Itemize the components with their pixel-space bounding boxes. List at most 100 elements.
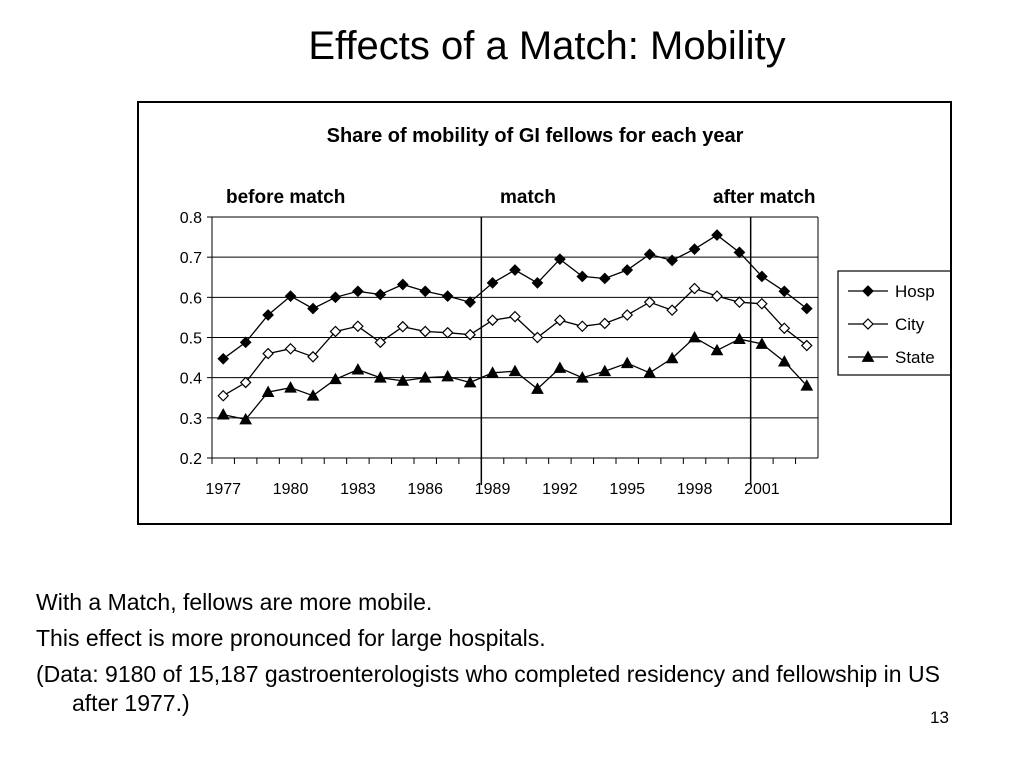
- data-point-state: [575, 371, 589, 383]
- data-point-state: [261, 385, 275, 398]
- data-point-hosp: [464, 296, 476, 309]
- x-tick-label: 1995: [609, 481, 645, 498]
- data-point-city: [666, 304, 678, 317]
- data-point-state: [531, 382, 544, 394]
- data-point-city: [441, 326, 454, 339]
- line-chart: Share of mobility of GI fellows for each…: [180, 125, 950, 498]
- bullet-list: With a Match, fellows are more mobile. T…: [36, 588, 976, 725]
- data-point-city: [621, 309, 634, 321]
- data-point-city: [531, 331, 544, 344]
- data-point-hosp: [441, 290, 454, 302]
- data-point-state: [710, 343, 724, 356]
- data-point-city: [307, 350, 319, 363]
- data-point-hosp: [576, 270, 589, 283]
- data-point-hosp: [643, 248, 656, 261]
- data-point-hosp: [800, 302, 813, 315]
- legend-marker-city: [862, 318, 874, 330]
- data-point-state: [284, 381, 297, 393]
- data-point-hosp: [554, 253, 566, 266]
- x-tick-label: 1989: [475, 481, 511, 498]
- data-point-state: [665, 351, 679, 364]
- data-point-city: [643, 296, 656, 309]
- data-point-city: [239, 376, 252, 389]
- data-point-state: [733, 332, 746, 345]
- data-point-hosp: [688, 243, 701, 255]
- data-point-state: [329, 372, 342, 385]
- data-point-state: [418, 371, 432, 383]
- data-point-state: [553, 361, 567, 373]
- data-point-state: [620, 356, 634, 369]
- data-point-city: [756, 297, 768, 310]
- data-point-state: [643, 366, 657, 378]
- bullet-2: This effect is more pronounced for large…: [36, 625, 546, 651]
- legend-label-city: City: [895, 315, 925, 334]
- data-point-city: [374, 336, 387, 349]
- data-point-state: [800, 379, 814, 391]
- legend-label-state: State: [895, 348, 935, 367]
- x-tick-label: 1977: [205, 481, 241, 498]
- y-tick-label: 0.6: [180, 290, 202, 307]
- data-point-hosp: [307, 302, 319, 315]
- data-point-state: [441, 369, 455, 382]
- data-point-city: [711, 290, 723, 302]
- data-point-city: [352, 320, 364, 333]
- data-point-city: [464, 328, 476, 341]
- data-point-city: [262, 347, 274, 360]
- y-tick-label: 0.3: [180, 411, 202, 428]
- data-point-state: [755, 337, 769, 349]
- y-tick-label: 0.8: [180, 210, 202, 227]
- data-point-city: [800, 339, 813, 352]
- data-point-state: [239, 412, 253, 425]
- data-point-city: [329, 325, 342, 338]
- data-point-hosp: [239, 336, 252, 349]
- bullet-1: With a Match, fellows are more mobile.: [36, 589, 433, 615]
- data-point-hosp: [396, 278, 409, 291]
- data-point-hosp: [486, 277, 499, 289]
- data-point-state: [463, 375, 477, 388]
- data-point-state: [777, 355, 791, 367]
- data-point-hosp: [374, 288, 387, 301]
- data-point-city: [688, 282, 701, 295]
- data-point-hosp: [284, 290, 297, 302]
- data-point-hosp: [621, 264, 634, 276]
- data-point-city: [217, 389, 230, 402]
- data-point-hosp: [756, 270, 768, 283]
- y-tick-label: 0.5: [180, 331, 202, 348]
- series-line-city: [222, 287, 808, 397]
- x-tick-label: 2001: [744, 481, 780, 498]
- data-point-state: [216, 408, 230, 420]
- bullet-3: (Data: 9180 of 15,187 gastroenterologist…: [36, 661, 940, 716]
- data-point-state: [396, 374, 410, 386]
- data-point-state: [306, 389, 320, 401]
- data-point-hosp: [262, 309, 274, 321]
- data-point-hosp: [509, 264, 521, 276]
- data-point-city: [396, 320, 409, 333]
- chart-frame: Share of mobility of GI fellows for each…: [137, 101, 952, 525]
- data-point-city: [598, 317, 611, 330]
- data-point-city: [509, 310, 521, 323]
- data-point-city: [576, 320, 589, 333]
- x-tick-label: 1992: [542, 481, 578, 498]
- x-tick-label: 1998: [677, 481, 713, 498]
- data-point-city: [486, 314, 499, 327]
- data-point-hosp: [352, 285, 364, 298]
- y-tick-label: 0.2: [180, 451, 202, 468]
- legend-label-hosp: Hosp: [895, 282, 935, 301]
- y-tick-label: 0.4: [180, 371, 202, 388]
- legend: [837, 270, 950, 376]
- data-point-state: [508, 364, 522, 377]
- x-tick-label: 1986: [407, 481, 443, 498]
- phase-label: before match: [226, 187, 345, 208]
- data-point-state: [351, 363, 365, 375]
- slide-title: Effects of a Match: Mobility: [308, 24, 786, 68]
- phase-label: after match: [713, 187, 815, 208]
- data-point-city: [554, 314, 566, 327]
- data-point-hosp: [329, 291, 342, 304]
- data-point-state: [486, 366, 499, 378]
- x-tick-label: 1983: [340, 481, 376, 498]
- legend-marker-hosp: [862, 285, 874, 297]
- data-point-city: [419, 325, 432, 338]
- data-point-state: [688, 330, 701, 343]
- data-point-hosp: [419, 285, 432, 298]
- data-point-hosp: [598, 272, 611, 285]
